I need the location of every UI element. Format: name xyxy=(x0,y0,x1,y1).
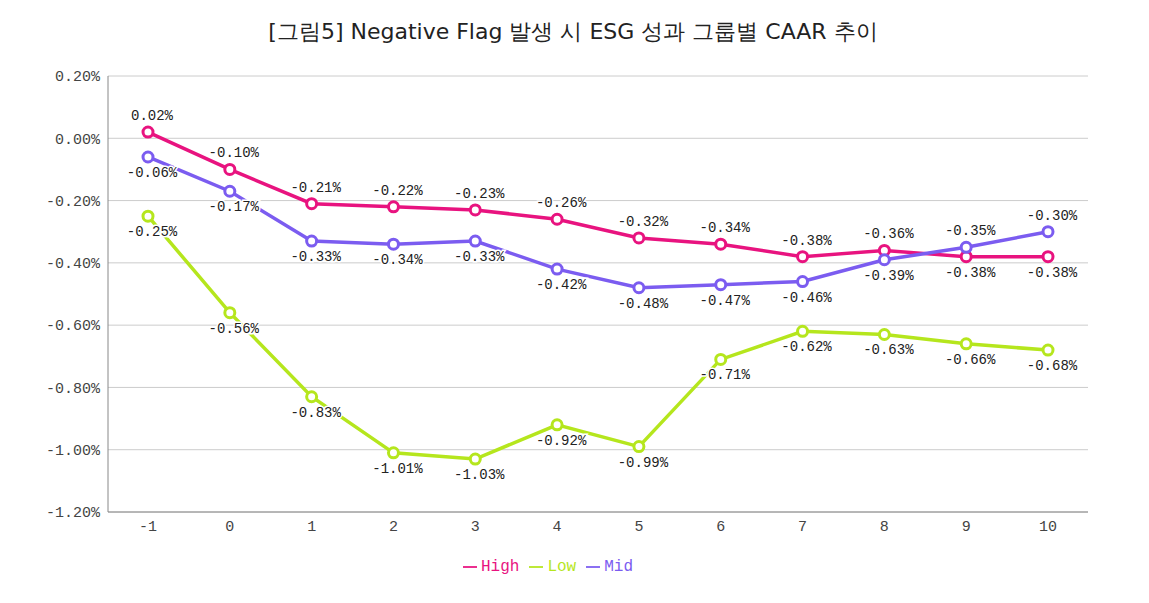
svg-text:-0.20%: -0.20% xyxy=(46,194,101,211)
svg-text:7: 7 xyxy=(798,519,807,536)
svg-text:-0.92%: -0.92% xyxy=(536,433,587,449)
svg-text:-0.06%: -0.06% xyxy=(127,165,178,181)
svg-text:3: 3 xyxy=(471,519,480,536)
svg-text:-0.62%: -0.62% xyxy=(781,339,832,355)
html-text:High: High xyxy=(481,558,520,576)
svg-text:-0.10%: -0.10% xyxy=(209,145,260,161)
svg-text:-0.34%: -0.34% xyxy=(700,220,751,236)
html-text:[그림5] Negative Flag 발생 시 ESG 성: [그림5] Negative Flag 발생 시 ESG 성과 그룹별 CAAR… xyxy=(268,19,878,44)
svg-text:-0.38%: -0.38% xyxy=(945,265,996,281)
svg-text:2: 2 xyxy=(389,519,398,536)
svg-text:-0.23%: -0.23% xyxy=(454,186,505,202)
svg-text:-0.83%: -0.83% xyxy=(290,405,341,421)
svg-text:9: 9 xyxy=(962,519,971,536)
svg-text:-0.22%: -0.22% xyxy=(372,183,423,199)
svg-text:8: 8 xyxy=(880,519,889,536)
svg-text:-0.60%: -0.60% xyxy=(46,318,101,335)
svg-text:-0.48%: -0.48% xyxy=(618,296,669,312)
svg-text:-0.47%: -0.47% xyxy=(700,293,751,309)
svg-text:-0.56%: -0.56% xyxy=(209,321,260,337)
svg-text:-1.03%: -1.03% xyxy=(454,467,505,483)
svg-text:-0.66%: -0.66% xyxy=(945,352,996,368)
svg-text:-0.68%: -0.68% xyxy=(1027,358,1078,374)
svg-text:-0.99%: -0.99% xyxy=(618,455,669,471)
svg-text:-0.38%: -0.38% xyxy=(781,233,832,249)
svg-text:-0.39%: -0.39% xyxy=(863,268,914,284)
svg-text:-0.38%: -0.38% xyxy=(1027,265,1078,281)
svg-text:-0.21%: -0.21% xyxy=(290,180,341,196)
html-text:Low: Low xyxy=(547,558,577,576)
svg-text:0.20%: 0.20% xyxy=(55,69,101,86)
svg-text:-0.40%: -0.40% xyxy=(46,256,101,273)
svg-text:-0.46%: -0.46% xyxy=(781,290,832,306)
svg-text:1: 1 xyxy=(307,519,316,536)
svg-text:-0.34%: -0.34% xyxy=(372,252,423,268)
svg-text:-0.71%: -0.71% xyxy=(700,367,751,383)
svg-text:-0.26%: -0.26% xyxy=(536,195,587,211)
svg-text:-0.25%: -0.25% xyxy=(127,224,178,240)
svg-text:-0.30%: -0.30% xyxy=(1027,208,1078,224)
svg-text:-0.63%: -0.63% xyxy=(863,342,914,358)
svg-text:-1.00%: -1.00% xyxy=(46,443,101,460)
svg-text:-0.33%: -0.33% xyxy=(290,249,341,265)
svg-text:0: 0 xyxy=(225,519,234,536)
svg-text:-0.80%: -0.80% xyxy=(46,381,101,398)
svg-text:0.02%: 0.02% xyxy=(131,108,174,124)
svg-text:10: 10 xyxy=(1039,519,1057,536)
html-text:Mid: Mid xyxy=(604,558,633,576)
svg-text:6: 6 xyxy=(716,519,725,536)
svg-text:-0.35%: -0.35% xyxy=(945,223,996,239)
svg-text:5: 5 xyxy=(634,519,643,536)
svg-text:-0.33%: -0.33% xyxy=(454,249,505,265)
svg-text:4: 4 xyxy=(553,519,562,536)
svg-text:-1.20%: -1.20% xyxy=(46,505,101,522)
svg-text:-0.36%: -0.36% xyxy=(863,226,914,242)
svg-text:-0.42%: -0.42% xyxy=(536,277,587,293)
svg-text:-0.32%: -0.32% xyxy=(618,214,669,230)
svg-text:0.00%: 0.00% xyxy=(55,132,101,149)
svg-text:-0.17%: -0.17% xyxy=(209,199,260,215)
svg-text:-1.01%: -1.01% xyxy=(372,461,423,477)
svg-text:-1: -1 xyxy=(139,519,157,536)
